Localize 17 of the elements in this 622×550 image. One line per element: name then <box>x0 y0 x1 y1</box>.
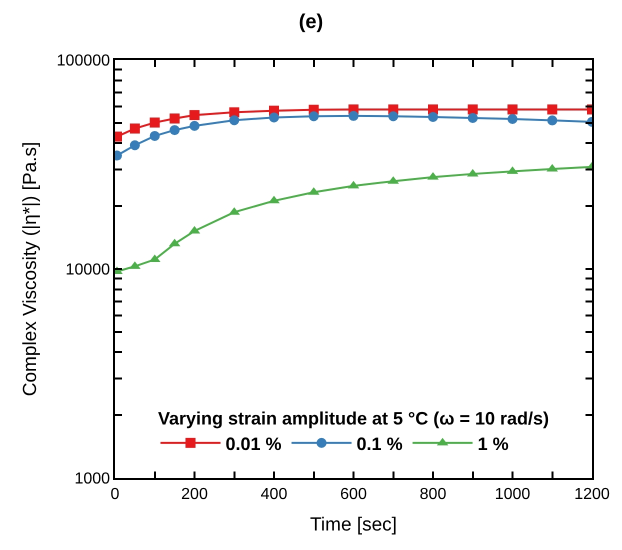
legend-label: 0.01 % <box>226 434 282 454</box>
legend-title: Varying strain amplitude at 5 °C (ω = 10 rad/s) <box>158 408 550 429</box>
y-tick-label: 1000 <box>74 470 110 488</box>
x-tick-label: 0 <box>110 486 120 503</box>
chart-title: (e) <box>298 10 324 33</box>
legend-label: 0.1 % <box>356 434 403 454</box>
x-tick-label: 400 <box>260 486 288 503</box>
y-axis-title: Complex Viscosity (|η*|) [Pa.s] <box>20 142 42 396</box>
y-tick-label: 10000 <box>66 262 110 279</box>
x-tick-label: 800 <box>420 486 446 503</box>
x-tick-label: 200 <box>181 486 208 503</box>
x-tick-label: 600 <box>340 486 367 503</box>
x-tick-label: 1000 <box>494 486 530 503</box>
x-axis-title: Time [sec] <box>310 514 397 536</box>
y-tick-label: 100000 <box>56 52 110 70</box>
legend-label: 1 % <box>478 434 509 454</box>
x-tick-label: 1200 <box>574 486 610 503</box>
